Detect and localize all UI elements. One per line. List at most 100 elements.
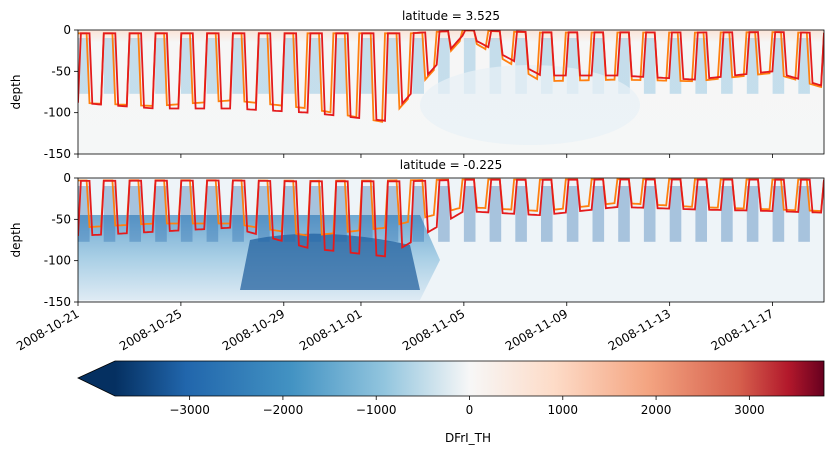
heatmap-cell-band — [643, 186, 656, 242]
colorbar-frame — [77, 360, 825, 397]
heatmap-cell-band — [412, 186, 424, 242]
heatmap-cell-band — [309, 38, 322, 94]
heatmap-cell-band — [438, 38, 450, 94]
heatmap-cell-band — [129, 186, 141, 242]
y-axis-label-top: depth — [9, 75, 23, 110]
x-tick-label: 2008-11-05 — [400, 306, 467, 353]
colorbar-tick-label: 3000 — [734, 403, 765, 417]
heatmap-cell-band — [180, 38, 193, 94]
heatmap-cell-band — [103, 38, 116, 94]
colorbar-tick-label: −2000 — [263, 403, 304, 417]
colorbar-extend-triangle — [78, 361, 115, 396]
heatmap-cell-band — [489, 186, 502, 242]
heatmap-cell-band — [721, 186, 733, 242]
heatmap-cell-band — [309, 186, 322, 242]
heatmap-cell-band — [206, 38, 219, 94]
y-tick-label: -50 — [51, 64, 71, 78]
heatmap-deep-region — [240, 233, 420, 290]
heatmap-cell-band — [206, 186, 219, 242]
x-tick-label: 2008-11-17 — [709, 306, 776, 353]
y-ticks-bottom: 0 -50 -100 -150 — [44, 171, 78, 309]
x-ticks-bottom: 2008-10-21 2008-10-25 2008-10-29 2008-11-01… — [14, 302, 776, 353]
heatmap-cell-band — [592, 186, 605, 242]
heatmap-blob — [420, 65, 640, 145]
heatmap-cell-band — [592, 38, 605, 94]
heatmap-cell-band — [386, 186, 399, 242]
heatmap-cell-band — [515, 186, 527, 242]
heatmap-cell-band — [669, 38, 682, 94]
heatmap-cell-band — [386, 38, 399, 94]
heatmap-cell-band — [643, 38, 656, 94]
heatmap-cell-band — [463, 38, 476, 94]
series-line-red-bottom — [78, 178, 824, 258]
heatmap-bands-top — [78, 38, 810, 94]
colorbar-ticks: −3000 −2000 −1000 0 1000 2000 3000 — [169, 396, 765, 417]
heatmap-cell-band — [180, 186, 193, 242]
colorbar-tick-label: −3000 — [169, 403, 210, 417]
y-ticks-top: 0 -50 -100 -150 — [44, 23, 78, 161]
colorbar-tick-label: 1000 — [548, 403, 579, 417]
colorbar: −3000 −2000 −1000 0 1000 2000 3000 DFrI_TH — [77, 360, 825, 445]
axes-frame-top — [77, 29, 825, 155]
colorbar-tick-label: 0 — [466, 403, 474, 417]
heatmap-cell-band — [103, 186, 116, 242]
x-tick-label: 2008-11-13 — [606, 306, 673, 353]
y-axis-label-bottom: depth — [9, 223, 23, 258]
heatmap-cell-band — [669, 186, 682, 242]
heatmap-cell-band — [258, 38, 270, 94]
heatmap-cell-band — [772, 186, 785, 242]
panel-top: latitude = 3.525 0 -50 -100 -150 depth — [9, 9, 825, 161]
heatmap-cell-band — [283, 38, 296, 94]
heatmap-cell-band — [489, 38, 502, 94]
heatmap-cell-band — [78, 38, 90, 94]
heatmap-cell-band — [155, 186, 167, 242]
x-tick-label: 2008-11-01 — [297, 306, 364, 353]
heatmap-cell-band — [78, 186, 90, 242]
y-tick-label: -150 — [44, 295, 71, 309]
y-tick-label: 0 — [63, 23, 71, 37]
x-tick-label: 2008-10-25 — [117, 306, 184, 353]
y-tick-label: 0 — [63, 171, 71, 185]
y-tick-label: -100 — [44, 254, 71, 268]
heatmap-cell-band — [618, 186, 630, 242]
heatmap-cell-band — [283, 186, 296, 242]
heatmap-bands-bottom — [78, 186, 810, 242]
heatmap-cell-band — [798, 186, 810, 242]
x-tick-label: 2008-11-09 — [503, 306, 570, 353]
colorbar-label: DFrI_TH — [445, 431, 491, 445]
heatmap-cell-band — [798, 38, 810, 94]
heatmap-cell-band — [772, 38, 785, 94]
heatmap-cell-band — [566, 186, 579, 242]
panel-top-title: latitude = 3.525 — [402, 9, 500, 23]
heatmap-cell-band — [361, 38, 373, 94]
panel-bottom: latitude = -0.225 0 -50 -100 -150 depth 200… — [9, 158, 825, 353]
y-tick-label: -50 — [51, 212, 71, 226]
heatmap-cell-band — [232, 186, 244, 242]
y-tick-label: -100 — [44, 106, 71, 120]
heatmap-cell-band — [463, 186, 476, 242]
heatmap-cell-band — [695, 186, 707, 242]
heatmap-cell-band — [566, 38, 579, 94]
x-tick-marks-top — [77, 154, 773, 158]
x-tick-label: 2008-10-21 — [14, 306, 81, 353]
colorbar-gradient — [115, 361, 824, 396]
colorbar-tick-label: 2000 — [641, 403, 672, 417]
panel-bottom-title: latitude = -0.225 — [400, 158, 502, 172]
heatmap-cell-band — [695, 38, 707, 94]
colorbar-tick-label: −1000 — [356, 403, 397, 417]
axes-frame-bottom — [77, 177, 825, 303]
heatmap-cell-band — [721, 38, 733, 94]
y-tick-label: -150 — [44, 147, 71, 161]
heatmap-cell-band — [618, 38, 630, 94]
heatmap-cell-band — [361, 186, 373, 242]
series-line-red-top — [78, 30, 824, 122]
heatmap-cell-band — [335, 186, 347, 242]
heatmap-cell-band — [541, 186, 553, 242]
heatmap-cell-band — [746, 186, 759, 242]
heatmap-cell-band — [335, 38, 347, 94]
heatmap-cell-band — [129, 38, 141, 94]
heatmap-cell-band — [155, 38, 167, 94]
heatmap-cell-band — [412, 38, 424, 94]
x-tick-label: 2008-10-29 — [220, 306, 287, 353]
